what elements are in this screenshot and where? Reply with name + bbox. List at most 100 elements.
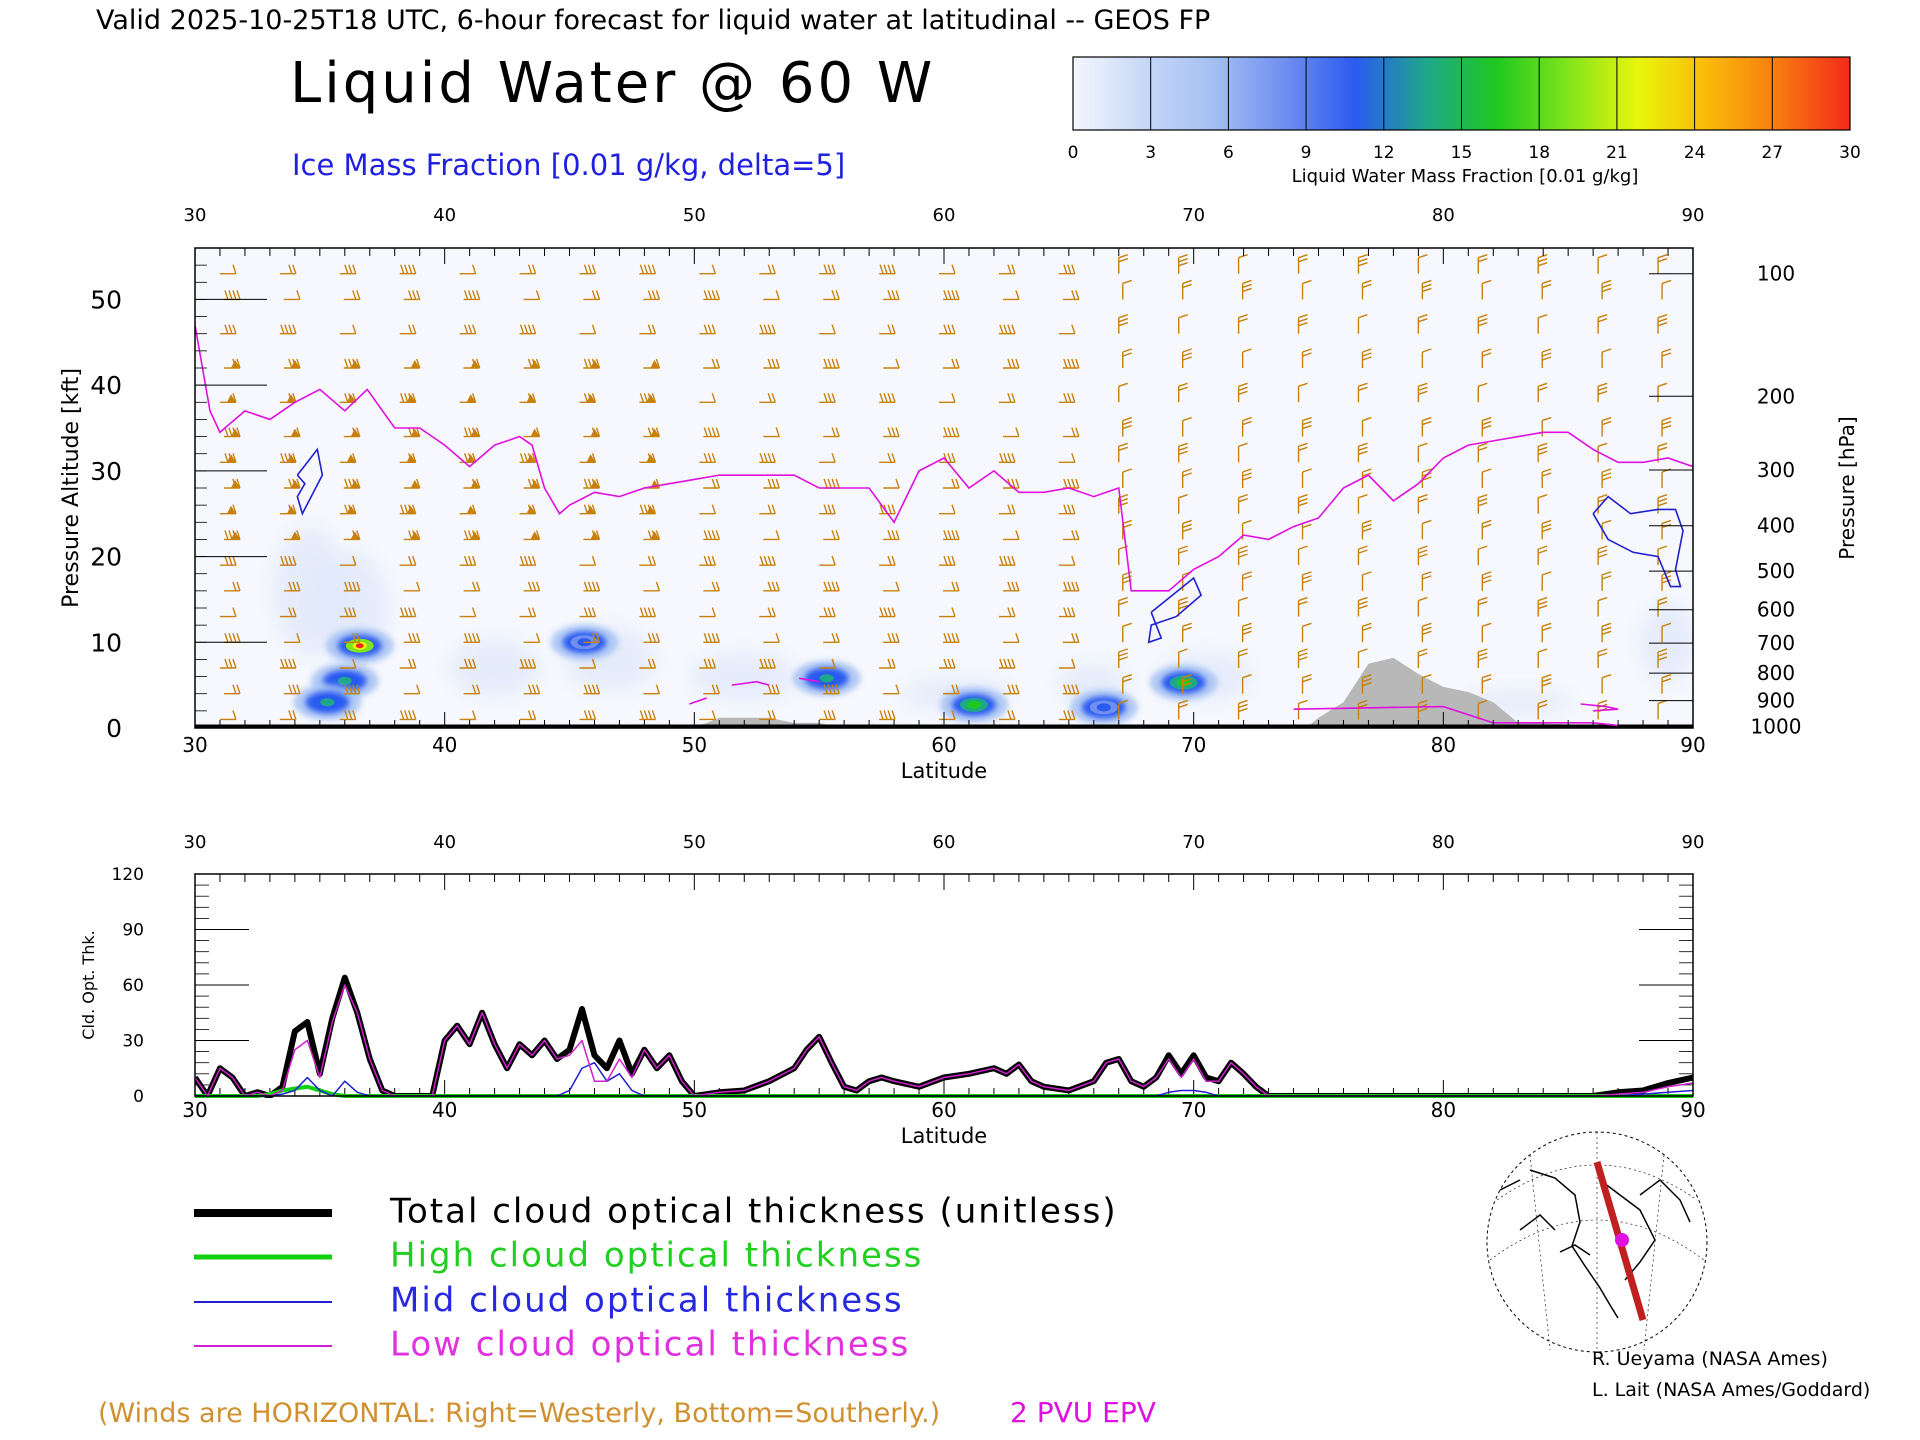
wind-barb: [639, 324, 657, 335]
wind-barb: [579, 658, 597, 669]
wind-barb: [1002, 290, 1020, 301]
cross-section-frame: [194, 247, 1694, 729]
top-xtick-label: 40: [432, 733, 457, 757]
wind-barb: [1597, 382, 1608, 403]
wind-barb: [939, 324, 956, 335]
wind-barb: [1357, 596, 1368, 617]
top-ytick-label: 10: [90, 628, 122, 657]
wind-barb: [998, 324, 1016, 335]
wind-barb: [459, 324, 477, 335]
wind-barb: [759, 504, 776, 515]
wind-barb: [1541, 519, 1552, 540]
wind-barb: [763, 290, 780, 301]
wind-barb: [1297, 314, 1308, 334]
credit-lait: L. Lait (NASA Ames/Goddard): [1592, 1379, 1870, 1401]
wind-barb: [1417, 254, 1428, 274]
wind-barb: [1417, 382, 1428, 403]
wind-barb: [403, 478, 421, 489]
wind-barb: [1237, 254, 1248, 274]
colorbar-tick-label: 21: [1606, 143, 1628, 163]
ice-contour: [296, 447, 324, 516]
wind-barb: [1601, 674, 1612, 694]
wind-barb: [1357, 494, 1368, 514]
wind-barb: [403, 290, 421, 301]
wind-barb: [1477, 494, 1488, 514]
wind-barb: [819, 607, 836, 618]
wind-barb: [1002, 358, 1020, 369]
wind-barb: [1421, 416, 1432, 437]
wind-barb: [1361, 622, 1372, 643]
colorbar-tick-label: 15: [1451, 143, 1473, 163]
wind-barb: [283, 633, 301, 643]
wind-barb: [1477, 596, 1488, 617]
wind-barb: [643, 358, 661, 369]
wind-barb: [219, 607, 237, 618]
wind-barb: [523, 427, 541, 438]
wind-barb: [699, 504, 716, 515]
wind-barb: [1357, 442, 1368, 463]
wind-barb: [823, 290, 840, 301]
optical-thickness-axes: 30 30 40 40 50 50 60 60 70 70 80 80 90 90 0 30 60 90 120: [112, 832, 1706, 1122]
wind-barb: [943, 290, 960, 301]
wind-barb: [579, 264, 597, 275]
wind-barb: [1058, 607, 1076, 618]
wind-barb: [759, 324, 776, 335]
wind-barb: [279, 264, 297, 275]
wind-barb: [1357, 382, 1368, 403]
wind-barb: [879, 324, 896, 335]
wind-barb: [1421, 279, 1432, 300]
wind-barb: [639, 710, 657, 721]
wind-barb: [1541, 416, 1552, 437]
wind-barb: [1177, 545, 1188, 566]
wind-barb: [1361, 571, 1372, 591]
wind-barb: [223, 427, 241, 438]
wind-barb: [883, 290, 900, 301]
wind-barb: [703, 633, 720, 643]
epv-fragment: [799, 677, 820, 683]
wind-barb: [1181, 348, 1192, 368]
wind-barb: [639, 264, 657, 275]
wind-barbs: [219, 254, 1672, 721]
wind-barb: [823, 581, 840, 592]
wind-barb: [1237, 596, 1248, 617]
wind-barb: [283, 478, 301, 489]
wind-barb: [1181, 416, 1192, 437]
wind-barb: [1118, 314, 1128, 334]
wind-barb: [219, 710, 237, 721]
wind-barb: [343, 290, 361, 301]
wind-barb: [519, 453, 537, 463]
wind-barb: [1417, 442, 1428, 463]
wind-barb: [1241, 571, 1252, 591]
wind-barb: [1002, 684, 1020, 695]
wind-barb: [1417, 648, 1428, 668]
wind-barb: [703, 478, 720, 489]
wind-barb: [1058, 264, 1076, 275]
wind-barb: [1177, 314, 1188, 334]
wind-barb: [1177, 699, 1188, 720]
wind-barb: [879, 658, 896, 669]
wind-barb: [459, 710, 477, 721]
wind-barb: [1301, 279, 1312, 300]
wind-barb: [343, 581, 361, 592]
terrain-area: [195, 657, 1693, 728]
pressure-tick-label: 400: [1757, 514, 1795, 538]
wind-barb: [1122, 674, 1132, 694]
wind-barb: [1301, 571, 1312, 591]
wind-barb: [1661, 348, 1672, 368]
wind-barb: [1058, 324, 1076, 335]
wind-barb: [1601, 279, 1612, 300]
wind-barb: [1657, 648, 1668, 668]
wind-barb: [1181, 468, 1192, 488]
wind-barb: [1002, 427, 1020, 438]
wind-barb: [1417, 494, 1428, 514]
wind-barb: [1597, 648, 1608, 668]
pressure-tick-label: 700: [1757, 631, 1795, 655]
wind-barb: [1657, 254, 1668, 274]
wind-barb: [1537, 494, 1548, 514]
pressure-tick-label: 600: [1757, 598, 1795, 622]
liquid-water-blob: [325, 627, 394, 664]
wind-barb: [1297, 254, 1308, 274]
wind-barb: [759, 607, 776, 618]
wind-barb: [283, 358, 301, 369]
top-ylabel-left: Pressure Altitude [kft]: [59, 368, 84, 608]
